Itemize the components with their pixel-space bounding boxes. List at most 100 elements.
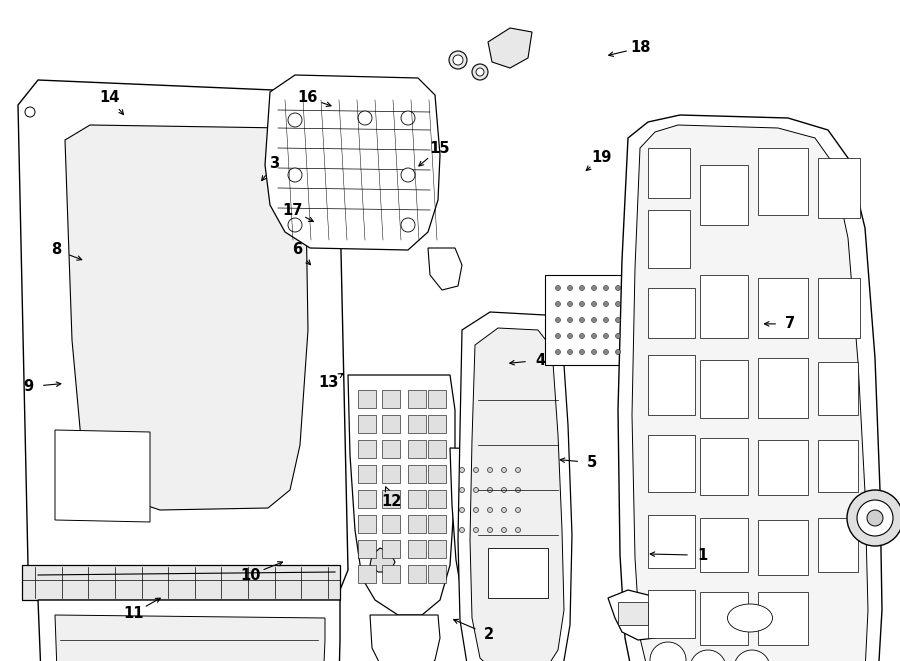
Circle shape [568,301,572,307]
Polygon shape [428,415,446,433]
Text: 14: 14 [100,91,120,105]
Circle shape [616,286,620,290]
Polygon shape [358,465,376,483]
Text: 8: 8 [50,243,61,257]
Circle shape [604,301,608,307]
Circle shape [580,317,584,323]
Circle shape [580,350,584,354]
Polygon shape [450,448,548,625]
Text: 16: 16 [298,91,318,105]
Circle shape [288,218,302,232]
Circle shape [460,467,464,473]
Circle shape [591,286,597,290]
Polygon shape [758,592,808,645]
Polygon shape [618,115,882,661]
Polygon shape [382,465,400,483]
Text: 19: 19 [591,150,611,165]
Circle shape [401,218,415,232]
Polygon shape [370,615,440,661]
Polygon shape [382,565,400,583]
Text: 10: 10 [240,568,260,582]
Polygon shape [22,565,340,600]
Polygon shape [648,435,695,492]
Circle shape [555,350,561,354]
Circle shape [473,527,479,533]
Polygon shape [408,540,426,558]
Polygon shape [408,415,426,433]
Circle shape [460,508,464,512]
Polygon shape [408,390,426,408]
Polygon shape [38,600,340,661]
Polygon shape [358,440,376,458]
Circle shape [501,527,507,533]
Circle shape [516,508,520,512]
Circle shape [473,467,479,473]
Circle shape [555,317,561,323]
Circle shape [516,488,520,492]
Text: 2: 2 [483,627,494,642]
Circle shape [616,317,620,323]
Polygon shape [818,158,860,218]
Text: 17: 17 [283,203,302,217]
Circle shape [555,334,561,338]
Polygon shape [700,518,748,572]
Polygon shape [758,358,808,418]
Circle shape [488,508,492,512]
Circle shape [857,500,893,536]
Text: 18: 18 [631,40,651,55]
Polygon shape [648,355,695,415]
Circle shape [460,527,464,533]
Polygon shape [358,390,376,408]
Circle shape [488,488,492,492]
Polygon shape [488,548,548,598]
Polygon shape [65,125,308,510]
Polygon shape [18,80,348,595]
Circle shape [616,350,620,354]
Polygon shape [408,490,426,508]
Polygon shape [818,362,858,415]
Circle shape [449,51,467,69]
Polygon shape [55,615,325,661]
Polygon shape [428,440,446,458]
Polygon shape [382,490,400,508]
Circle shape [473,488,479,492]
Polygon shape [818,278,860,338]
Polygon shape [382,440,400,458]
Circle shape [501,467,507,473]
Circle shape [460,488,464,492]
Circle shape [476,68,484,76]
Circle shape [580,286,584,290]
Circle shape [358,111,372,125]
Polygon shape [818,440,858,492]
Polygon shape [758,278,808,338]
Circle shape [288,168,302,182]
Circle shape [604,286,608,290]
Circle shape [516,467,520,473]
Circle shape [616,334,620,338]
Polygon shape [758,148,808,215]
Circle shape [473,508,479,512]
Polygon shape [382,415,400,433]
Circle shape [472,64,488,80]
Circle shape [488,467,492,473]
Circle shape [591,350,597,354]
Polygon shape [428,565,446,583]
Circle shape [734,650,770,661]
Polygon shape [648,288,695,338]
Circle shape [580,301,584,307]
Polygon shape [618,602,648,625]
Polygon shape [428,490,446,508]
Polygon shape [382,515,400,533]
Text: 1: 1 [697,548,707,563]
Circle shape [867,510,883,526]
Polygon shape [382,390,400,408]
Polygon shape [458,312,572,661]
Polygon shape [632,125,868,661]
Circle shape [604,317,608,323]
Circle shape [25,107,35,117]
Polygon shape [428,540,446,558]
Circle shape [516,527,520,533]
Polygon shape [428,465,446,483]
Circle shape [488,527,492,533]
Text: 4: 4 [535,353,545,368]
